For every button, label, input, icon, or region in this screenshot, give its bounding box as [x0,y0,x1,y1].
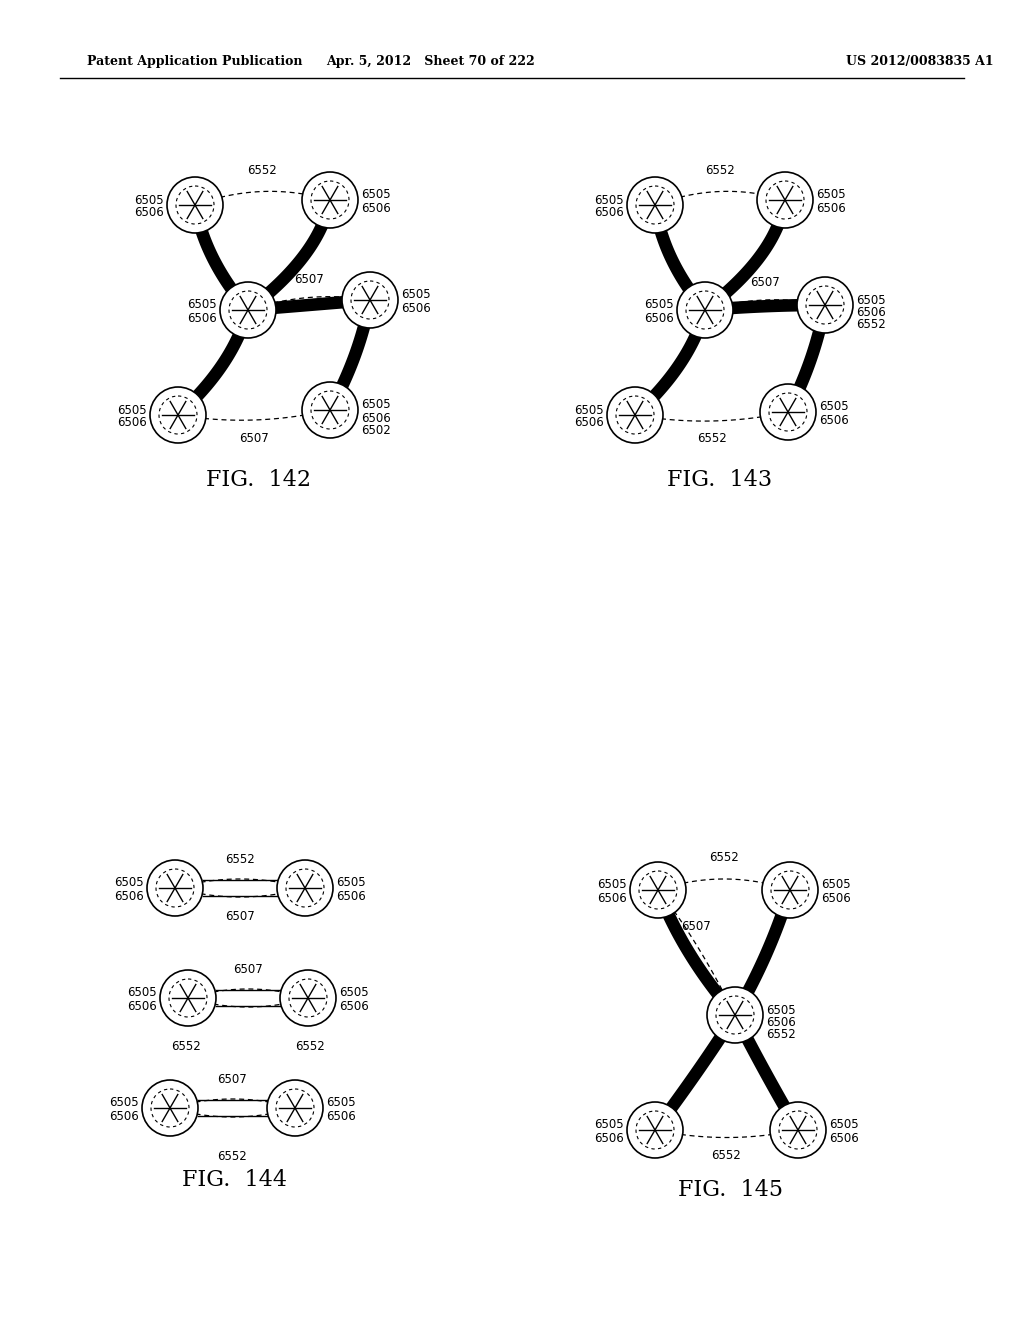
Text: 6506: 6506 [361,412,391,425]
Text: 6507: 6507 [233,964,263,975]
Text: 6507: 6507 [682,920,712,933]
Polygon shape [198,1100,267,1115]
Text: Apr. 5, 2012   Sheet 70 of 222: Apr. 5, 2012 Sheet 70 of 222 [326,55,535,69]
Text: 6505: 6505 [821,879,851,891]
Text: 6507: 6507 [294,273,324,286]
Circle shape [797,277,853,333]
Circle shape [757,172,813,228]
Text: 6506: 6506 [856,306,886,319]
Circle shape [278,861,333,916]
Text: FIG.  143: FIG. 143 [668,469,772,491]
Text: 6552: 6552 [706,164,735,177]
Circle shape [627,177,683,234]
Text: 6552: 6552 [295,1040,325,1053]
Text: US 2012/0083835 A1: US 2012/0083835 A1 [846,55,994,69]
Circle shape [267,1080,323,1137]
Text: Patent Application Publication: Patent Application Publication [87,55,302,69]
Text: 6505: 6505 [401,289,431,301]
Circle shape [150,387,206,444]
Text: 6506: 6506 [766,1016,796,1030]
Text: FIG.  145: FIG. 145 [678,1179,782,1201]
Circle shape [302,381,358,438]
Text: 6505: 6505 [361,399,390,412]
Text: 6505: 6505 [594,194,624,206]
Text: 6505: 6505 [766,1003,796,1016]
Circle shape [342,272,398,327]
Circle shape [302,172,358,228]
Circle shape [147,861,203,916]
Text: 6506: 6506 [821,891,851,904]
Polygon shape [216,990,280,1006]
Circle shape [770,1102,826,1158]
Text: 6505: 6505 [361,189,390,202]
Text: 6506: 6506 [401,301,431,314]
Text: 6506: 6506 [187,312,217,325]
Text: 6505: 6505 [326,1097,355,1110]
Text: 6505: 6505 [339,986,369,999]
Text: 6505: 6505 [644,298,674,312]
Text: 6505: 6505 [336,876,366,890]
Text: 6507: 6507 [218,1073,248,1086]
Text: 6505: 6505 [597,879,627,891]
Text: 6506: 6506 [127,999,157,1012]
Text: 6505: 6505 [187,298,217,312]
Text: 6505: 6505 [118,404,147,417]
Text: 6505: 6505 [856,293,886,306]
Text: 6505: 6505 [594,1118,624,1131]
Text: 6507: 6507 [240,432,269,445]
Circle shape [607,387,663,444]
Circle shape [762,862,818,917]
Text: 6552: 6552 [248,164,278,177]
Text: 6506: 6506 [118,417,147,429]
Circle shape [627,1102,683,1158]
Circle shape [220,282,276,338]
Text: 6505: 6505 [819,400,849,413]
Text: 6505: 6505 [127,986,157,999]
Circle shape [167,177,223,234]
Text: 6552: 6552 [225,853,255,866]
Text: 6552: 6552 [171,1040,201,1053]
Text: 6506: 6506 [644,312,674,325]
Text: 6506: 6506 [816,202,846,214]
Circle shape [760,384,816,440]
Circle shape [160,970,216,1026]
Text: 6506: 6506 [829,1131,859,1144]
Text: 6506: 6506 [594,1131,624,1144]
Text: 6506: 6506 [115,890,144,903]
Text: 6552: 6552 [856,318,886,331]
Circle shape [142,1080,198,1137]
Text: 6506: 6506 [339,999,369,1012]
Circle shape [707,987,763,1043]
Text: 6506: 6506 [134,206,164,219]
Text: 6505: 6505 [134,194,164,206]
Text: 6552: 6552 [766,1028,796,1041]
Text: 6506: 6506 [336,890,366,903]
Text: 6507: 6507 [225,909,255,923]
Text: 6506: 6506 [819,413,849,426]
Text: 6552: 6552 [710,851,739,865]
Text: 6552: 6552 [712,1148,741,1162]
Text: 6552: 6552 [696,433,726,446]
Circle shape [630,862,686,917]
Text: 6505: 6505 [574,404,604,417]
Text: 6505: 6505 [829,1118,859,1131]
Text: 6506: 6506 [594,206,624,219]
Text: 6552: 6552 [218,1150,248,1163]
Text: 6505: 6505 [816,189,846,202]
Circle shape [677,282,733,338]
Text: 6505: 6505 [115,876,144,890]
Text: 6506: 6506 [326,1110,355,1122]
Polygon shape [203,880,278,896]
Text: 6502: 6502 [361,424,391,437]
Text: 6507: 6507 [751,276,780,289]
Text: 6506: 6506 [597,891,627,904]
Text: FIG.  142: FIG. 142 [206,469,310,491]
Text: 6506: 6506 [110,1110,139,1122]
Text: 6506: 6506 [361,202,391,214]
Text: FIG.  144: FIG. 144 [182,1170,288,1191]
Text: 6505: 6505 [110,1097,139,1110]
Text: 6506: 6506 [574,417,604,429]
Circle shape [280,970,336,1026]
